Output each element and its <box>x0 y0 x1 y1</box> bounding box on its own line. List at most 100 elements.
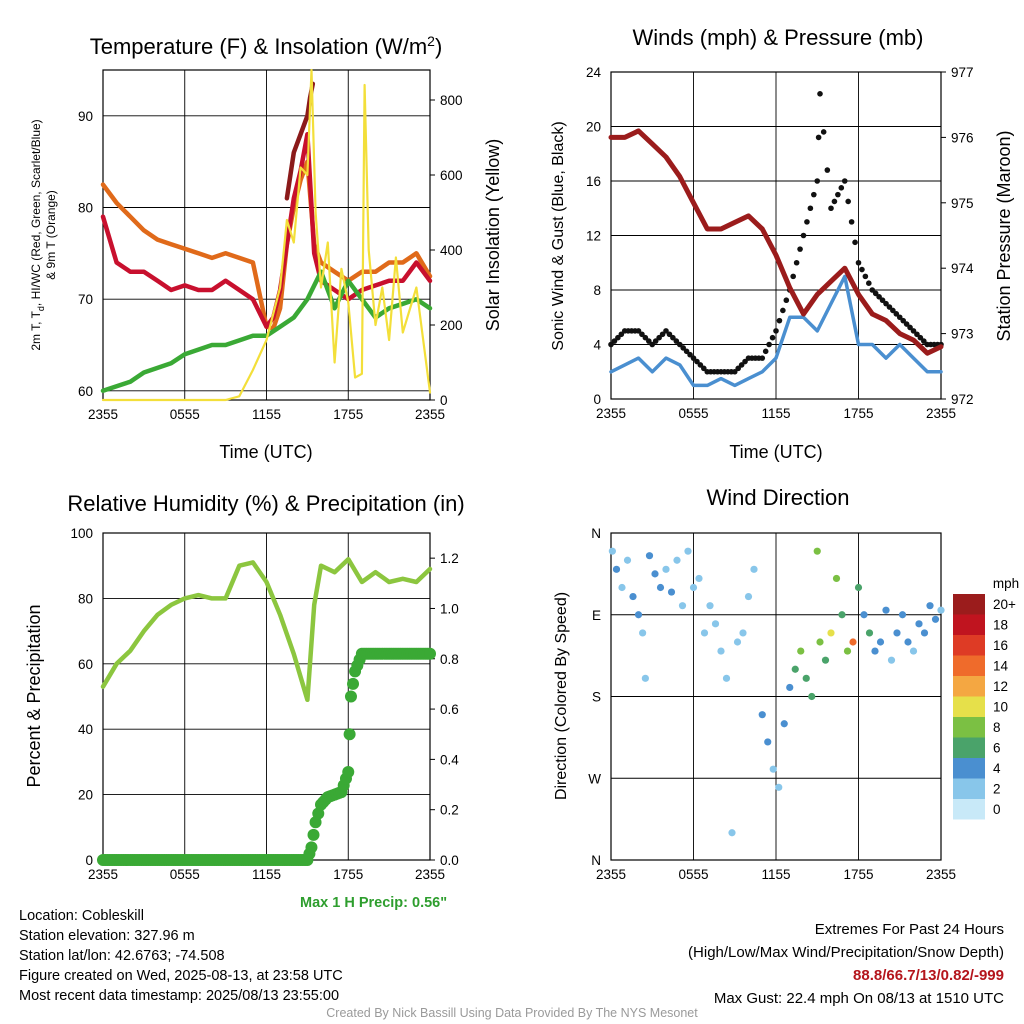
series-point <box>817 91 823 97</box>
series-point <box>886 304 893 310</box>
y-tick-label: 20 <box>586 120 601 135</box>
direction-point <box>821 656 830 664</box>
direction-point <box>706 602 714 610</box>
x-tick-label: 1755 <box>333 867 363 882</box>
series-point <box>783 297 790 304</box>
series-point <box>866 280 872 286</box>
direction-point <box>876 638 885 646</box>
y-tick-label: 70 <box>78 292 93 307</box>
direction-point <box>920 629 929 637</box>
series-line <box>608 128 944 356</box>
x-tick-label: 1155 <box>761 867 790 882</box>
legend-swatch <box>953 758 985 779</box>
series-point <box>735 365 741 372</box>
direction-point <box>728 829 736 837</box>
direction-point <box>791 665 799 673</box>
series-line <box>101 68 432 402</box>
x-tick-label: 1755 <box>843 867 873 882</box>
y-tick-label: 4 <box>593 338 601 353</box>
direction-point <box>832 574 841 583</box>
y-tick-label: 90 <box>78 109 93 124</box>
series-point <box>759 355 766 361</box>
series-point <box>793 259 800 266</box>
series-point <box>820 129 827 135</box>
series-point <box>790 273 796 280</box>
legend-label: 16 <box>993 638 1008 653</box>
y-tick-label: N <box>591 853 601 868</box>
legend-swatch <box>953 799 985 820</box>
series-point <box>769 334 776 341</box>
y-axis-label-right: Solar Insolation (Yellow) <box>483 139 503 331</box>
series-point <box>831 198 838 205</box>
x-tick-label: 0555 <box>170 407 200 422</box>
series-point <box>731 368 738 375</box>
y2-tick-label: 1.2 <box>440 551 459 566</box>
series-point <box>862 273 869 280</box>
y2-tick-label: 0.8 <box>440 652 459 667</box>
series-point <box>663 328 669 334</box>
direction-point <box>764 738 772 746</box>
series-point <box>855 259 862 266</box>
series-point <box>694 358 700 365</box>
series-point <box>890 307 896 314</box>
y2-tick-label: 0 <box>440 393 448 408</box>
series-line <box>100 159 433 331</box>
direction-point <box>887 656 896 664</box>
created-text: Figure created on Wed, 2025-08-13, at 23… <box>19 968 343 984</box>
legend-swatch <box>953 635 985 656</box>
legend-label: 2 <box>993 782 1001 797</box>
series-point <box>307 828 320 841</box>
direction-point <box>775 783 783 791</box>
series-point <box>347 677 360 690</box>
direction-point <box>667 588 676 596</box>
max-gust-text: Max Gust: 22.4 mph On 08/13 at 1510 UTC <box>713 990 1004 1007</box>
y-axis-label-right: Station Pressure (Maroon) <box>994 130 1014 341</box>
series-point <box>872 290 879 297</box>
series-point <box>773 328 779 334</box>
direction-point <box>937 606 945 614</box>
direction-point <box>871 647 879 655</box>
legend-title: mph <box>993 576 1019 591</box>
y2-tick-label: 973 <box>951 327 974 342</box>
y-tick-label: 40 <box>78 722 93 737</box>
y-axis-label-left: Direction (Colored By Speed) <box>553 592 570 800</box>
legend-swatch <box>953 614 985 635</box>
x-tick-label: 2355 <box>88 407 118 422</box>
direction-point <box>926 602 934 610</box>
series-point <box>343 728 356 741</box>
credit-text: Created By Nick Bassill Using Data Provi… <box>326 1006 698 1020</box>
series-point <box>859 266 865 273</box>
direction-point <box>893 629 901 637</box>
x-tick-label: 1155 <box>252 867 281 882</box>
direction-point <box>813 547 821 555</box>
series-point <box>814 178 821 184</box>
x-tick-label: 1155 <box>761 406 790 421</box>
y-tick-label: 8 <box>593 283 601 298</box>
series-point <box>780 307 786 314</box>
y2-tick-label: 0.6 <box>440 702 459 717</box>
series-point <box>656 334 662 341</box>
legend-label: 0 <box>993 802 1001 817</box>
x-axis-label: Time (UTC) <box>729 442 822 462</box>
series-point <box>762 348 769 355</box>
latlon-text: Station lat/lon: 42.6763; -74.508 <box>19 948 225 964</box>
y-tick-label: 80 <box>78 201 93 216</box>
y-axis-label-left: Sonic Wind & Gust (Blue, Black) <box>550 121 567 350</box>
x-tick-label: 2355 <box>415 407 445 422</box>
legend-label: 4 <box>993 761 1001 776</box>
direction-point <box>827 629 835 637</box>
series-point <box>646 338 652 344</box>
x-tick-label: 2355 <box>596 867 626 882</box>
series-point <box>841 178 848 184</box>
chart-title-winds: Winds (mph) & Pressure (mb) <box>633 25 924 50</box>
y2-tick-label: 976 <box>951 130 974 145</box>
location-text: Location: Cobleskill <box>19 908 144 924</box>
series-point <box>879 297 886 304</box>
direction-point <box>645 552 654 560</box>
chart-title-humidity: Relative Humidity (%) & Precipitation (i… <box>67 491 464 516</box>
series-point <box>776 317 783 324</box>
series-point <box>701 365 707 372</box>
series-point <box>797 246 803 252</box>
y-tick-label: 24 <box>586 65 602 80</box>
series-point <box>673 338 680 344</box>
